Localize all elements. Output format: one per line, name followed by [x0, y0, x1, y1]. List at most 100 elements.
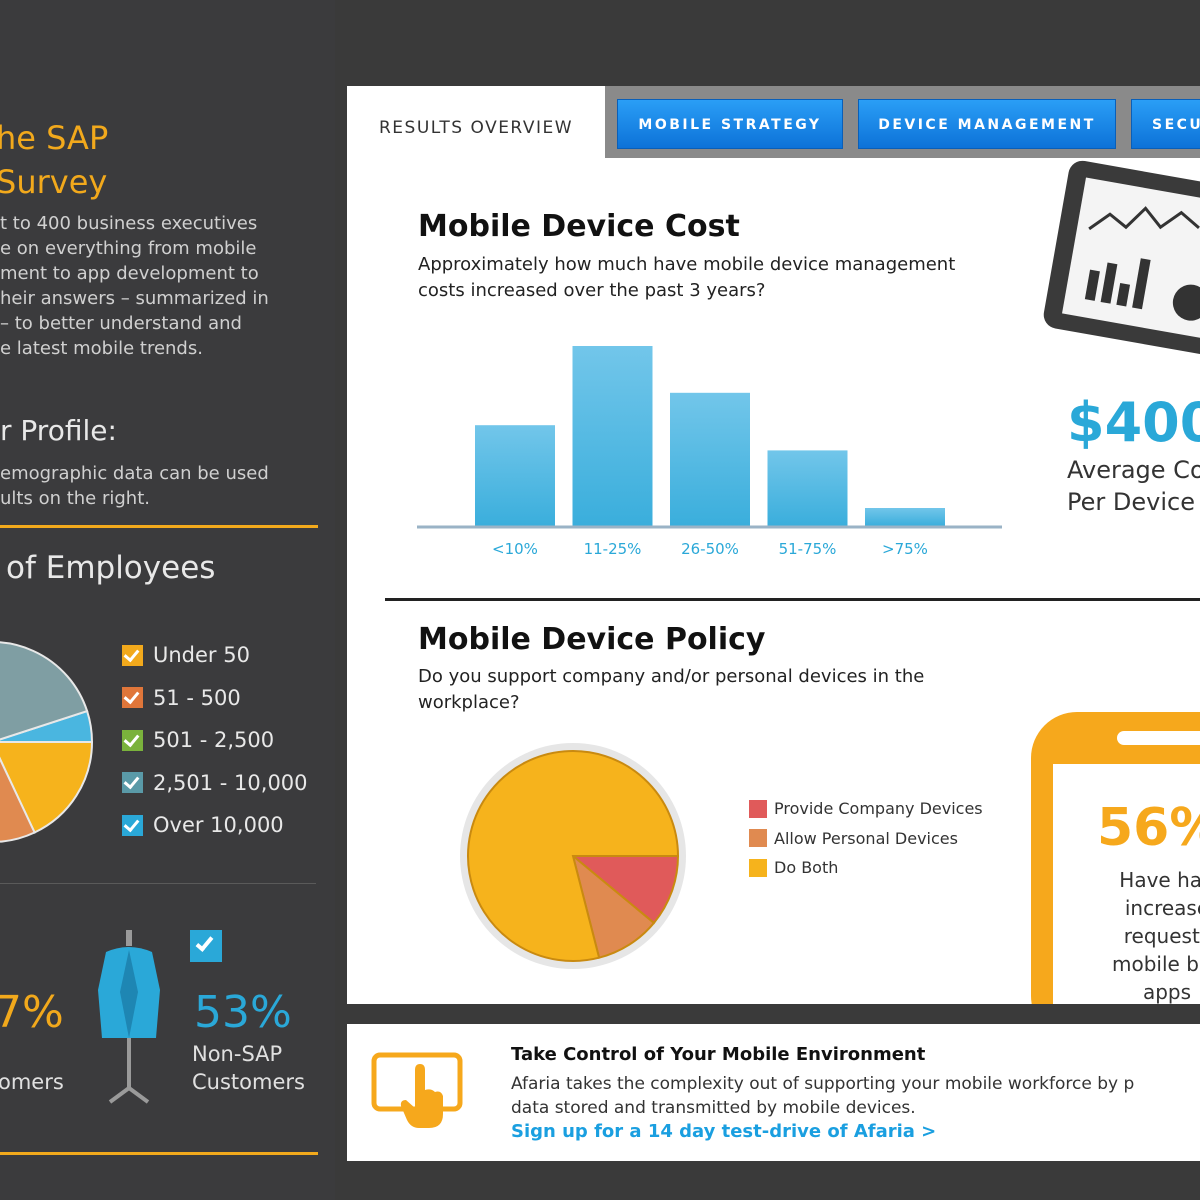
checkbox-icon: [122, 772, 143, 794]
tab-device-management[interactable]: DEVICE MANAGEMENT: [858, 99, 1116, 149]
phone-screen: [1053, 764, 1200, 1004]
intro-line: e on everything from mobile: [0, 238, 257, 259]
intro-line: heir answers – summarized in: [0, 288, 269, 309]
sidebar-divider: [0, 525, 318, 528]
legend-item: 51 - 500: [122, 677, 308, 720]
bar-tick-label: 11-25%: [584, 540, 642, 558]
sap-percent: 7%: [0, 987, 64, 1038]
pie-slice-2: [0, 741, 94, 834]
legend-label: Provide Company Devices: [774, 799, 983, 819]
touch-screen-icon: [371, 1052, 463, 1128]
cost-title: Mobile Device Cost: [418, 209, 740, 244]
cta-title: Take Control of Your Mobile Environment: [511, 1044, 926, 1065]
legend-item: Over 10,000: [122, 804, 308, 847]
legend-swatch: [749, 799, 767, 818]
legend-item: 501 - 2,500: [122, 719, 308, 762]
profile-line: emographic data can be used: [0, 463, 269, 484]
policy-subtitle-line: Do you support company and/or personal d…: [418, 666, 925, 687]
phone-speaker: [1117, 731, 1200, 745]
policy-title: Mobile Device Policy: [418, 622, 766, 657]
employees-pie-chart: [0, 641, 94, 843]
checkbox-icon: [122, 814, 143, 836]
checkbox-icon: [190, 930, 222, 962]
bar-tick-label: 51-75%: [779, 540, 837, 558]
phone-line: apps: [1142, 980, 1192, 1004]
cost-stat-value: $400: [1067, 391, 1200, 454]
survey-title-line2: Survey: [0, 163, 108, 201]
non-sap-label-2: Customers: [192, 1070, 305, 1094]
legend-label: 2,501 - 10,000: [153, 770, 308, 795]
pie-slice-5: [0, 641, 89, 741]
bar-tick-label: 26-50%: [681, 540, 739, 558]
employees-heading: of Employees: [6, 550, 216, 586]
bar-2: [572, 346, 653, 526]
bar-3: [670, 392, 750, 526]
survey-title-line1: he SAP: [0, 119, 109, 157]
phone-line: Have had: [1119, 868, 1200, 892]
legend-item: Allow Personal Devices: [749, 824, 983, 854]
profile-line: ults on the right.: [0, 488, 150, 509]
employees-legend: Under 50 51 - 500 501 - 2,500 2,501 - 10…: [122, 634, 308, 847]
bar-5: [865, 508, 945, 526]
sap-label: omers: [0, 1070, 64, 1094]
pie-slice-1: [570, 855, 680, 925]
legend-label: Allow Personal Devices: [774, 828, 958, 848]
intro-line: e latest mobile trends.: [0, 338, 203, 359]
legend-item: 2,501 - 10,000: [122, 762, 308, 805]
phone-stat-text: Have had increase requests mobile bus ap…: [1067, 866, 1200, 1004]
checkbox-icon: [122, 729, 143, 751]
legend-label: 501 - 2,500: [153, 728, 275, 753]
profile-heading: r Profile:: [0, 414, 117, 447]
legend-item: Do Both: [749, 853, 983, 883]
legend-label: Do Both: [774, 858, 839, 878]
cta-text-line: Afaria takes the complexity out of suppo…: [511, 1074, 1135, 1094]
policy-subtitle: Do you support company and/or personal d…: [418, 664, 1008, 716]
cta-text-line: data stored and transmitted by mobile de…: [511, 1098, 916, 1118]
non-sap-label-1: Non-SAP: [192, 1042, 283, 1066]
non-sap-percent: 53%: [194, 987, 292, 1038]
cta-text: Afaria takes the complexity out of suppo…: [511, 1072, 1200, 1120]
legend-item: Under 50: [122, 634, 308, 677]
test-drive-link[interactable]: Sign up for a 14 day test-drive of Afari…: [511, 1121, 937, 1142]
legend-swatch: [749, 858, 767, 877]
bar-tick-label: >75%: [882, 540, 928, 558]
suit-mannequin-icon: [98, 930, 160, 1104]
legend-item: Provide Company Devices: [749, 794, 983, 824]
tab-bar: MOBILE STRATEGY DEVICE MANAGEMENT SECU: [605, 86, 1200, 158]
intro-line: – to better understand and: [0, 313, 242, 334]
policy-subtitle-line: workplace?: [418, 692, 520, 713]
profile-text: emographic data can be used ults on the …: [0, 461, 300, 511]
cost-stat-label: Average Co Per Device: [1067, 454, 1200, 518]
bar-tick-label: <10%: [492, 540, 538, 558]
phone-line: increase: [1124, 896, 1200, 920]
checkbox-icon: [122, 687, 143, 709]
legend-label: Over 10,000: [153, 813, 284, 838]
cta-banner: Take Control of Your Mobile Environment …: [347, 1024, 1200, 1161]
phone-line: mobile bus: [1112, 952, 1200, 976]
intro-line: ment to app development to: [0, 263, 259, 284]
cost-bar-chart: <10% 11-25% 26-50% 51-75% >75%: [417, 346, 1002, 558]
sidebar-thin-divider: [0, 883, 316, 884]
tab-mobile-strategy[interactable]: MOBILE STRATEGY: [617, 99, 843, 149]
survey-intro: t to 400 business executives e on everyt…: [0, 211, 300, 361]
legend-label: Under 50: [153, 643, 250, 668]
tab-security[interactable]: SECU: [1131, 99, 1200, 149]
intro-line: t to 400 business executives: [0, 213, 258, 234]
policy-pie-chart: [460, 743, 686, 969]
sidebar-bottom-divider: [0, 1152, 318, 1155]
phone-line: requests: [1123, 924, 1200, 948]
cost-subtitle: Approximately how much have mobile devic…: [418, 252, 1008, 304]
bar-1: [475, 425, 555, 526]
checkbox-icon: [122, 644, 143, 666]
legend-swatch: [749, 829, 767, 848]
bar-4: [767, 450, 848, 526]
phone-stat-value: 56%: [1097, 798, 1200, 858]
cost-subtitle-line: Approximately how much have mobile devic…: [418, 254, 956, 275]
cost-subtitle-line: costs increased over the past 3 years?: [418, 280, 766, 301]
tab-results-overview[interactable]: RESULTS OVERVIEW: [347, 86, 605, 158]
legend-label: 51 - 500: [153, 685, 241, 710]
pie-slice-3: [467, 750, 680, 962]
results-panel: RESULTS OVERVIEW MOBILE STRATEGY DEVICE …: [347, 86, 1200, 1004]
section-divider: [385, 598, 1200, 601]
cost-stat-line: Average Co: [1067, 456, 1200, 484]
